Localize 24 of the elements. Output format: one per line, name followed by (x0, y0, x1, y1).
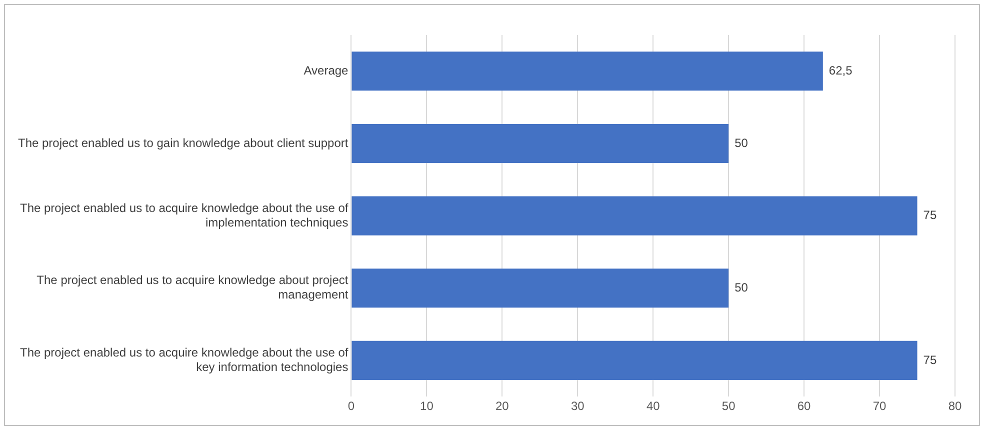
data-label: 50 (734, 280, 748, 294)
y-tick-label: The project enabled us to acquire knowledge about the use of implementation techniques (20, 200, 349, 230)
data-label: 75 (923, 208, 937, 222)
y-tick-label: The project enabled us to gain knowledge about client support (18, 136, 349, 150)
y-tick-label: The project enabled us to acquire knowledge about the use of key information technologies (20, 346, 349, 374)
bar (352, 124, 729, 164)
bar (352, 196, 918, 236)
data-label: 75 (923, 352, 937, 367)
x-tick-label: 30 (570, 399, 585, 414)
bar (352, 340, 918, 380)
x-tick-label: 20 (495, 399, 510, 414)
bar (352, 268, 729, 308)
x-tick-label: 40 (646, 399, 660, 414)
data-label: 62,5 (828, 63, 853, 78)
x-tick-label: 70 (872, 399, 887, 414)
data-label: 50 (734, 136, 748, 150)
x-tick-label: 60 (797, 399, 812, 414)
y-tick-label: The project enabled us to acquire knowledge about project management (36, 273, 349, 302)
x-tick-label: 80 (948, 399, 962, 414)
x-tick-label: 50 (722, 399, 736, 414)
bar (352, 52, 823, 91)
x-tick-label: 0 (348, 399, 355, 414)
x-tick-label: 10 (420, 399, 434, 414)
y-tick-label: Average (304, 63, 349, 78)
